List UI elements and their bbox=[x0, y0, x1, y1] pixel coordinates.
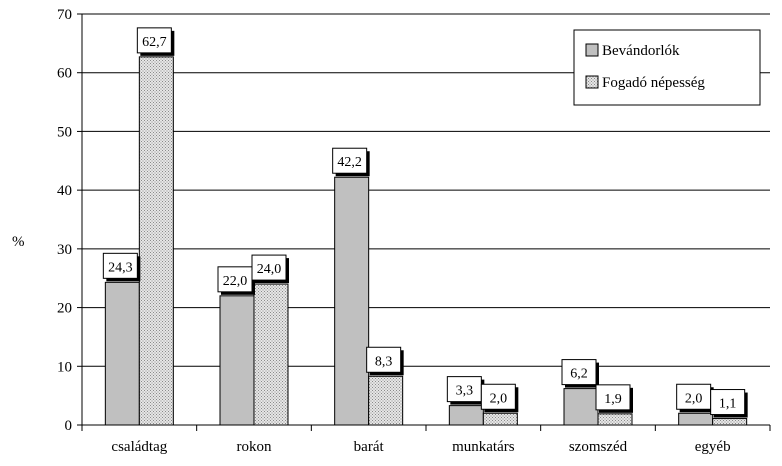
bar-bevandorlok bbox=[219, 295, 255, 426]
value-label: 8,3 bbox=[375, 354, 393, 369]
x-tick-label: szomszéd bbox=[569, 439, 628, 455]
y-axis-label: % bbox=[12, 234, 25, 250]
gridlines bbox=[82, 13, 770, 367]
bar-fogado-nepesseg bbox=[597, 413, 633, 426]
bar-bevandorlok bbox=[678, 412, 714, 426]
value-label-box bbox=[595, 384, 631, 411]
value-label-box bbox=[102, 252, 138, 279]
bar-fogado-nepesseg bbox=[138, 56, 174, 426]
x-tick-label: családtag bbox=[111, 439, 167, 455]
x-tick-label: rokon bbox=[237, 439, 272, 455]
value-label-box bbox=[480, 383, 516, 410]
value-label-box bbox=[366, 346, 402, 373]
value-label: 1,9 bbox=[604, 392, 622, 407]
value-label: 2,0 bbox=[685, 391, 703, 406]
value-label: 62,7 bbox=[142, 35, 167, 50]
legend-label: Fogadó népesség bbox=[602, 75, 705, 91]
value-label-box bbox=[217, 266, 253, 293]
x-tick-label: munkatárs bbox=[452, 439, 515, 455]
x-tick-label: barát bbox=[354, 439, 385, 455]
y-tick-label: 40 bbox=[57, 183, 72, 199]
bar-fogado-nepesseg bbox=[368, 375, 404, 426]
value-label: 22,0 bbox=[223, 274, 248, 289]
legend-swatch bbox=[585, 75, 599, 89]
legend-box bbox=[573, 29, 761, 106]
value-label-box bbox=[136, 27, 172, 54]
y-tick-label: 20 bbox=[57, 301, 72, 317]
y-tick-label: 50 bbox=[57, 124, 72, 140]
value-label: 24,3 bbox=[108, 260, 133, 275]
axes: 0 10 20 30 40 50 60 70 családtag rokon barát munkat… bbox=[57, 7, 771, 455]
y-tick-label: 10 bbox=[57, 359, 72, 375]
value-label-box bbox=[710, 389, 746, 416]
y-tick-label: 0 bbox=[65, 418, 73, 434]
value-label: 3,3 bbox=[456, 384, 474, 399]
value-label: 24,0 bbox=[257, 262, 282, 277]
value-label-box bbox=[332, 147, 368, 174]
bars bbox=[104, 56, 748, 426]
value-label-box bbox=[251, 254, 287, 281]
value-labels: 24,3 62,7 22,0 24,0 42,2 8,3 3,3 2,0 6,2 1,9 2,0 1,… bbox=[102, 27, 748, 418]
value-label: 2,0 bbox=[490, 391, 508, 406]
y-tick-label: 70 bbox=[57, 7, 72, 23]
bar-fogado-nepesseg bbox=[253, 283, 289, 426]
y-tick-label: 30 bbox=[57, 242, 72, 258]
value-label: 6,2 bbox=[570, 367, 588, 382]
legend-label: Bevándorlók bbox=[602, 43, 680, 59]
bar-fogado-nepesseg bbox=[482, 412, 518, 426]
value-label-box bbox=[561, 359, 597, 386]
bar-bevandorlok bbox=[334, 176, 370, 426]
bar-bevandorlok bbox=[448, 405, 484, 426]
value-label: 1,1 bbox=[719, 397, 737, 412]
x-tick-label: egyéb bbox=[695, 439, 731, 455]
legend: Bevándorlók Fogadó népesség bbox=[573, 29, 761, 106]
bar-bevandorlok bbox=[563, 388, 599, 426]
y-tick-label: 60 bbox=[57, 66, 72, 82]
value-label: 42,2 bbox=[337, 155, 362, 170]
bar-bevandorlok bbox=[104, 281, 140, 426]
legend-swatch bbox=[585, 43, 599, 57]
bar-fogado-nepesseg bbox=[712, 418, 748, 426]
